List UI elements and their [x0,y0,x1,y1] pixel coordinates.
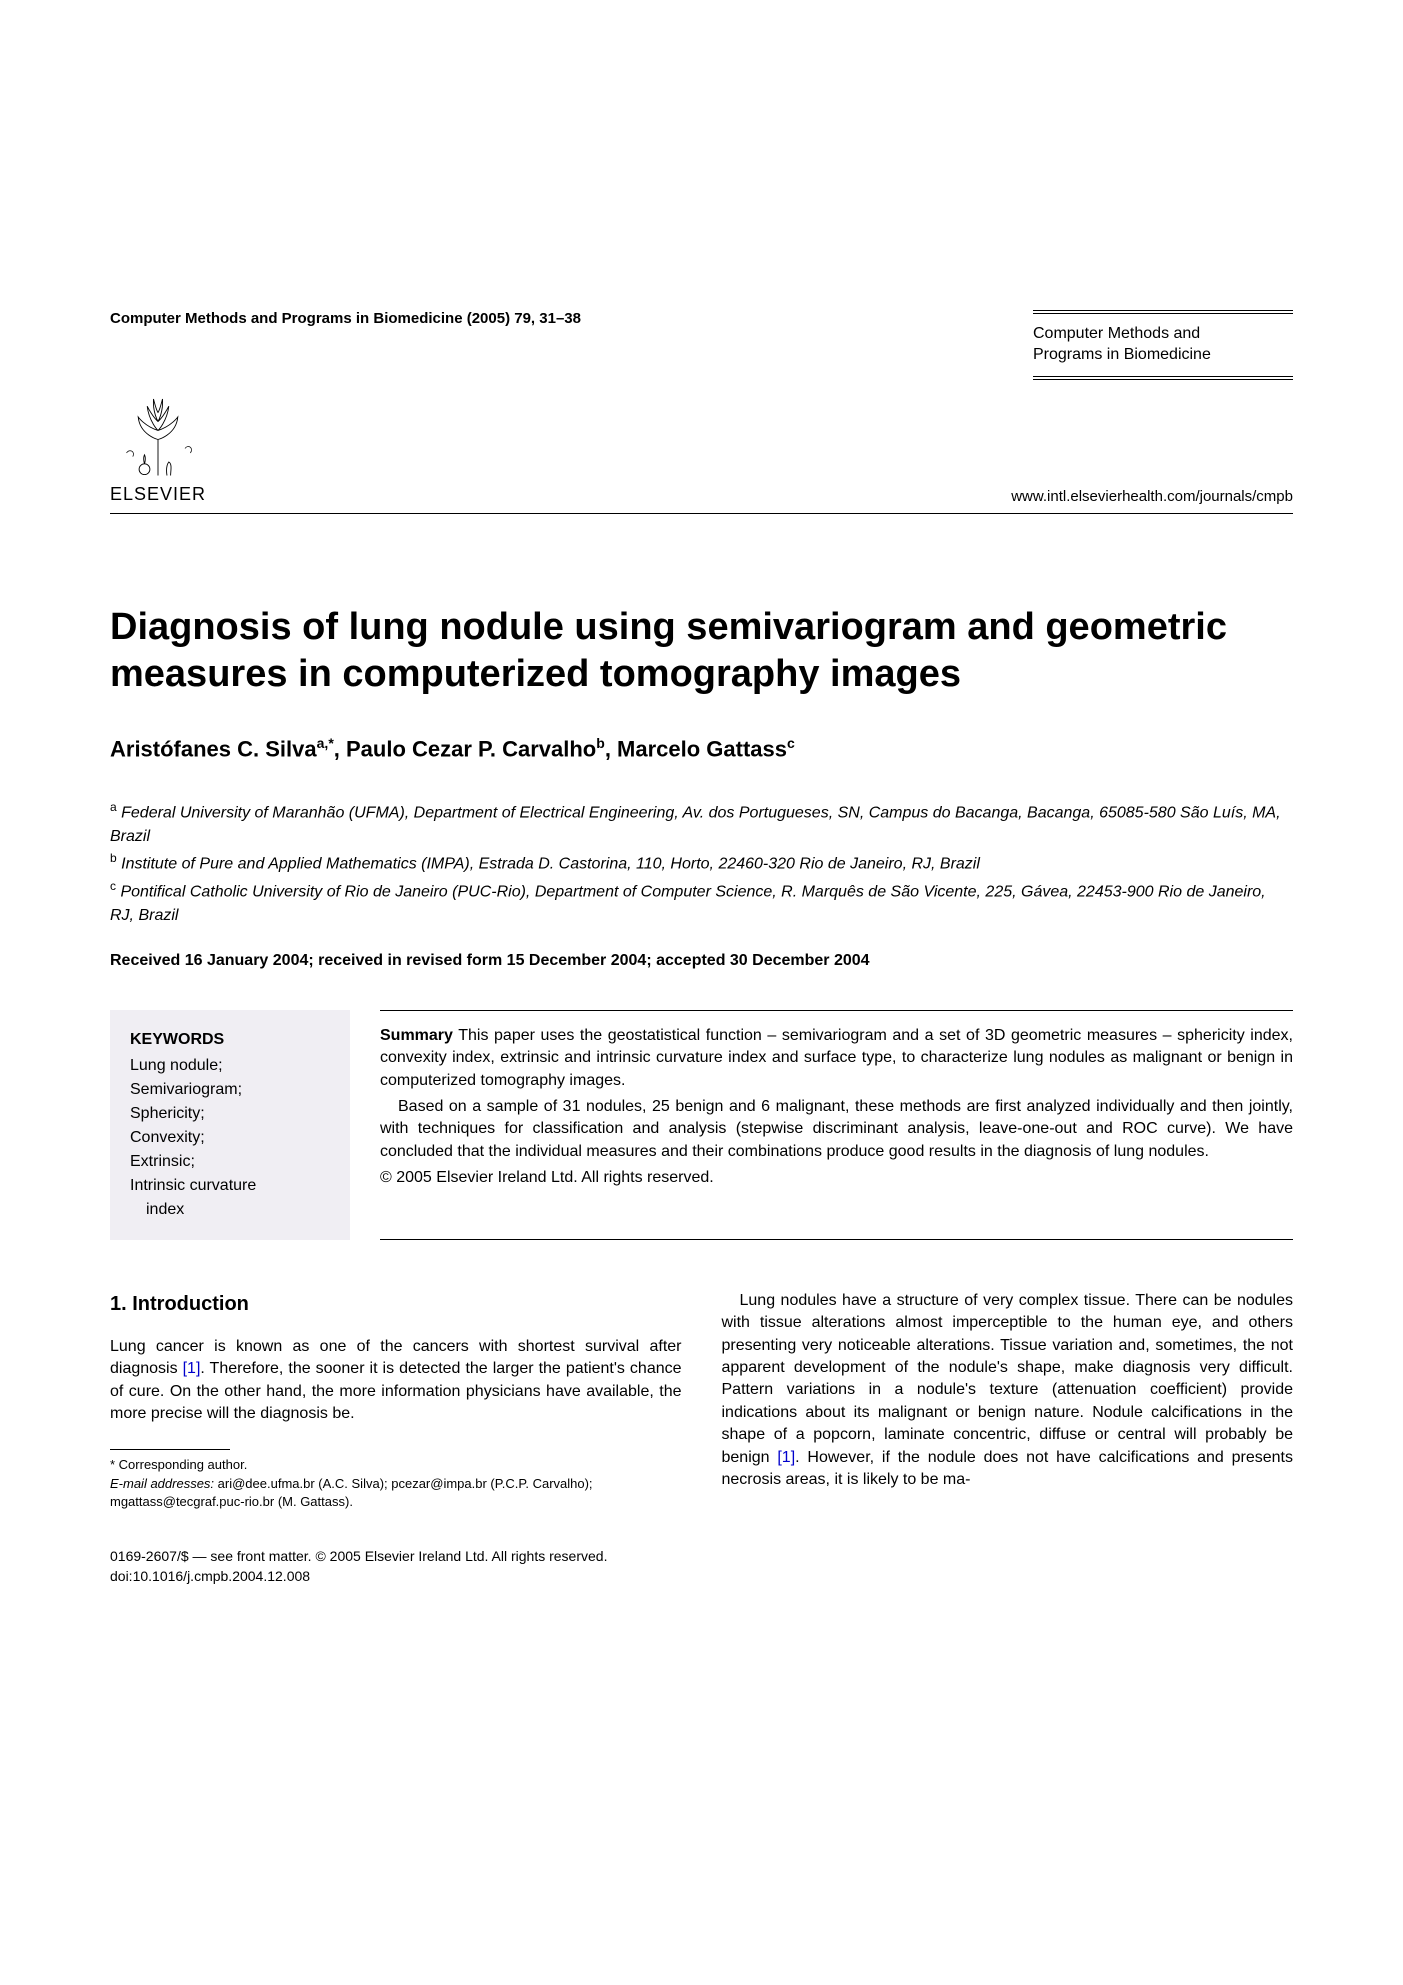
footnote-rule [110,1449,230,1450]
summary-label: Summary [380,1027,453,1044]
keyword-item: Convexity; [130,1126,330,1150]
summary-p2: Based on a sample of 31 nodules, 25 beni… [380,1096,1293,1163]
corresponding-author-note: * Corresponding author. [110,1456,682,1474]
publisher-name: ELSEVIER [110,484,206,505]
intro-right-text-2: . However, if the nodule does not have c… [722,1449,1294,1488]
article-dates: Received 16 January 2004; received in re… [110,952,1293,970]
keyword-item: Lung nodule; [130,1054,330,1078]
citation-ref[interactable]: [1] [777,1449,795,1466]
affil-b-sup: b [110,851,117,865]
summary-box: Summary This paper uses the geostatistic… [380,1010,1293,1240]
keyword-item: Extrinsic; [130,1150,330,1174]
summary-p1: Summary This paper uses the geostatistic… [380,1025,1293,1092]
keyword-item: index [130,1198,330,1222]
elsevier-tree-icon [113,390,203,480]
article-title: Diagnosis of lung nodule using semivario… [110,604,1293,699]
journal-name-line1: Computer Methods and [1033,324,1293,345]
affiliation-c: c Pontifical Catholic University of Rio … [110,877,1293,928]
author-1: Aristófanes C. Silva [110,736,317,761]
right-column: Lung nodules have a structure of very co… [722,1290,1294,1511]
doi-line: doi:10.1016/j.cmpb.2004.12.008 [110,1567,1293,1587]
authors-line: Aristófanes C. Silvaa,*, Paulo Cezar P. … [110,735,1293,762]
section-1-heading: 1. Introduction [110,1290,682,1318]
affil-b-text: Institute of Pure and Applied Mathematic… [117,856,980,873]
author-3: Marcelo Gattass [617,736,787,761]
affil-c-text: Pontifical Catholic University of Rio de… [110,883,1266,924]
author-3-sup: c [787,735,795,751]
left-column: 1. Introduction Lung cancer is known as … [110,1290,682,1511]
keyword-item: Intrinsic curvature [130,1174,330,1198]
email-line: E-mail addresses: ari@dee.ufma.br (A.C. … [110,1475,682,1511]
intro-left-para: Lung cancer is known as one of the cance… [110,1336,682,1426]
keyword-item: Sphericity; [130,1102,330,1126]
summary-copyright: © 2005 Elsevier Ireland Ltd. All rights … [380,1167,1293,1189]
intro-right-text-1: Lung nodules have a structure of very co… [722,1292,1294,1466]
journal-url: www.intl.elsevierhealth.com/journals/cmp… [1011,488,1293,505]
journal-name-box: Computer Methods and Programs in Biomedi… [1033,310,1293,380]
journal-reference: Computer Methods and Programs in Biomedi… [110,310,581,327]
footnotes: * Corresponding author. E-mail addresses… [110,1456,682,1511]
affiliation-b: b Institute of Pure and Applied Mathemat… [110,849,1293,876]
intro-right-para: Lung nodules have a structure of very co… [722,1290,1294,1492]
email-label: E-mail addresses: [110,1476,214,1491]
header-rule [110,513,1293,514]
bottom-matter: 0169-2607/$ — see front matter. © 2005 E… [110,1547,1293,1586]
affil-a-sup: a [110,800,117,814]
affil-a-text: Federal University of Maranhão (UFMA), D… [110,804,1281,845]
summary-p1-text: This paper uses the geostatistical funct… [380,1027,1293,1089]
affiliation-a: a Federal University of Maranhão (UFMA),… [110,798,1293,849]
citation-ref[interactable]: [1] [183,1360,201,1377]
author-2: Paulo Cezar P. Carvalho [346,736,596,761]
keywords-box: KEYWORDS Lung nodule; Semivariogram; Sph… [110,1010,350,1240]
elsevier-logo: ELSEVIER [110,390,206,505]
front-matter-line: 0169-2607/$ — see front matter. © 2005 E… [110,1547,1293,1567]
journal-name-line2: Programs in Biomedicine [1033,345,1293,366]
keyword-item: Semivariogram; [130,1078,330,1102]
author-1-sup: a,* [317,735,334,751]
keywords-heading: KEYWORDS [130,1028,330,1052]
author-2-sup: b [596,735,605,751]
affiliations: a Federal University of Maranhão (UFMA),… [110,798,1293,928]
